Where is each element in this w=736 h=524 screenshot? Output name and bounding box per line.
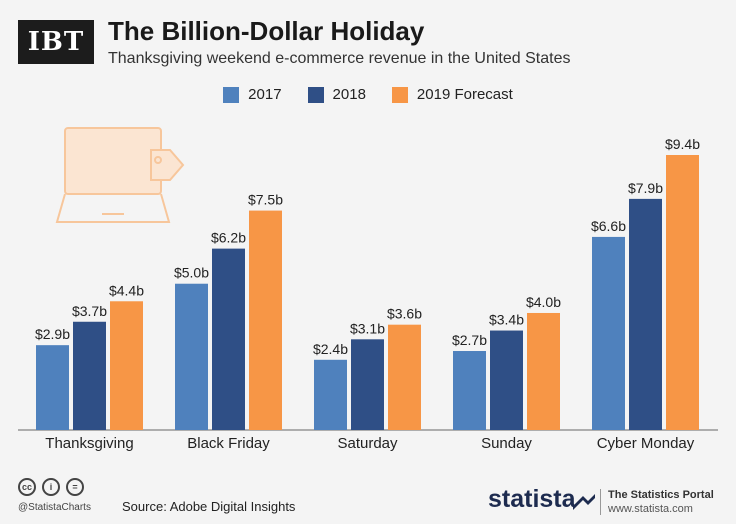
legend-item-2019-forecast: 2019 Forecast [391, 86, 513, 103]
bar-sunday-2017 [453, 351, 486, 430]
bar-saturday-2019-forecast [388, 324, 421, 430]
bar-cyber-monday-2019-forecast [666, 155, 699, 430]
no-derivatives-icon: = [66, 478, 84, 496]
statista-mark-icon [573, 494, 595, 510]
category-label-sunday: Sunday [481, 435, 532, 452]
bar-cyber-monday-2017 [592, 236, 625, 430]
bar-black-friday-2018 [212, 248, 245, 430]
bar-saturday-2018 [351, 339, 384, 430]
data-label-black-friday-2019-forecast: $7.5b [248, 192, 283, 208]
legend-swatch-2018 [307, 86, 324, 103]
bar-chart: $2.9b$3.7b$4.4b $5.0b $6.2b $7.5b $2.4b$3.1b… [18, 127, 718, 452]
source-note: Source: Adobe Digital Insights [122, 499, 296, 514]
statista-logo: statista [488, 485, 576, 513]
bar-black-friday-2017 [175, 283, 208, 430]
ibt-logo: IBT [18, 20, 94, 64]
portal-url: www.statista.com [608, 503, 693, 515]
data-label-black-friday-2018: $6.2b [211, 230, 246, 246]
category-label-black-friday: Black Friday [187, 435, 270, 452]
bar-black-friday-2019-forecast [249, 210, 282, 430]
bar-sunday-2019-forecast [527, 312, 560, 430]
bar-thanksgiving-2018 [73, 321, 106, 430]
data-label-thanksgiving-2019-forecast: $4.4b [109, 282, 144, 298]
category-label-thanksgiving: Thanksgiving [45, 435, 133, 452]
portal-title: The Statistics Portal [608, 489, 714, 501]
bar-saturday-2017 [314, 359, 347, 430]
data-label-sunday-2018: $3.4b [489, 312, 524, 328]
legend-label-2018: 2018 [332, 86, 366, 103]
attribution-icon: i [42, 478, 60, 496]
data-label-saturday-2017: $2.4b [313, 341, 348, 357]
data-label-thanksgiving-2017: $2.9b [35, 326, 70, 342]
statista-handle: @StatistaCharts [18, 502, 91, 513]
legend-swatch-2017 [223, 86, 240, 103]
legend-item-2017: 2017 [223, 86, 282, 103]
category-label-cyber-monday: Cyber Monday [597, 435, 695, 452]
legend-label-2017: 2017 [248, 86, 282, 103]
data-label-saturday-2018: $3.1b [350, 320, 385, 336]
category-label-saturday: Saturday [337, 435, 398, 452]
data-label-saturday-2019-forecast: $3.6b [387, 306, 422, 322]
creative-commons-icon: cc [18, 478, 36, 496]
chart-title: The Billion-Dollar Holiday [108, 16, 425, 46]
data-label-thanksgiving-2018: $3.7b [72, 303, 107, 319]
bar-sunday-2018 [490, 330, 523, 430]
laptop-tag-icon [55, 127, 185, 223]
legend-swatch-2019 [391, 86, 408, 103]
chart-subtitle: Thanksgiving weekend e-commerce revenue … [108, 50, 571, 67]
data-label-black-friday-2017: $5.0b [174, 265, 209, 281]
bar-thanksgiving-2017 [36, 345, 69, 430]
bar-cyber-monday-2018 [629, 198, 662, 430]
data-label-cyber-monday-2017: $6.6b [591, 218, 626, 234]
footer-divider [600, 489, 601, 515]
data-label-sunday-2019-forecast: $4.0b [526, 294, 561, 310]
bar-thanksgiving-2019-forecast [110, 301, 143, 430]
cc-license-icons: cc i = [18, 478, 84, 496]
legend-item-2018: 2018 [307, 86, 366, 103]
data-label-cyber-monday-2019-forecast: $9.4b [665, 136, 700, 152]
data-label-sunday-2017: $2.7b [452, 332, 487, 348]
legend-label-2019-forecast: 2019 Forecast [416, 86, 513, 103]
legend: 2017 2018 2019 Forecast [0, 86, 736, 103]
data-label-cyber-monday-2018: $7.9b [628, 180, 663, 196]
